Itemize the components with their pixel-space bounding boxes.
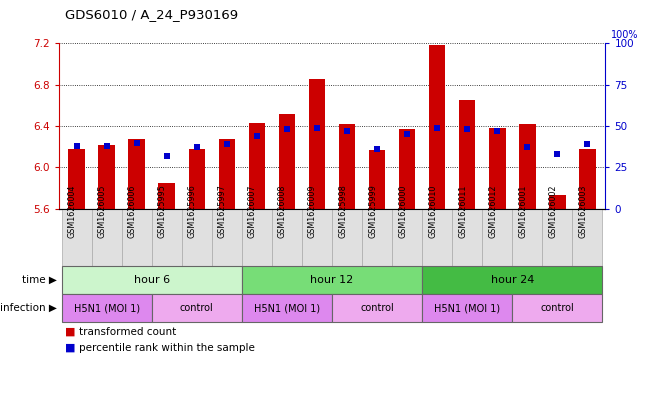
Text: GSM1626007: GSM1626007 (248, 185, 257, 238)
Text: percentile rank within the sample: percentile rank within the sample (79, 343, 255, 353)
Bar (332, 294, 422, 322)
Text: hour 6: hour 6 (133, 275, 170, 285)
Bar (62, 209, 92, 266)
Text: hour 12: hour 12 (311, 275, 353, 285)
Text: GSM1626000: GSM1626000 (398, 185, 407, 238)
Bar (369, 150, 385, 209)
Bar (242, 266, 422, 294)
Text: control: control (360, 303, 394, 313)
Text: GSM1626010: GSM1626010 (428, 185, 437, 238)
Text: GSM1625998: GSM1625998 (338, 185, 347, 239)
Bar (422, 209, 452, 266)
Bar (399, 129, 415, 209)
Bar (362, 209, 392, 266)
Bar (482, 209, 512, 266)
Bar (272, 209, 302, 266)
Bar (452, 209, 482, 266)
Text: ■: ■ (65, 343, 76, 353)
Bar (549, 195, 566, 209)
Text: GSM1626011: GSM1626011 (458, 185, 467, 238)
Bar (579, 149, 596, 209)
Bar (339, 124, 355, 209)
Bar (212, 209, 242, 266)
Bar (302, 209, 332, 266)
Text: transformed count: transformed count (79, 327, 176, 337)
Text: GSM1626008: GSM1626008 (278, 185, 287, 238)
Bar (489, 128, 506, 209)
Text: control: control (540, 303, 574, 313)
Bar (422, 294, 512, 322)
Text: GDS6010 / A_24_P930169: GDS6010 / A_24_P930169 (65, 8, 238, 21)
Text: GSM1626006: GSM1626006 (128, 185, 137, 238)
Bar (152, 294, 242, 322)
Text: GSM1625996: GSM1625996 (187, 185, 197, 239)
Bar (512, 209, 542, 266)
Text: infection ▶: infection ▶ (0, 303, 57, 313)
Text: GSM1626001: GSM1626001 (518, 185, 527, 238)
Bar (519, 124, 536, 209)
Text: time ▶: time ▶ (22, 275, 57, 285)
Bar (158, 183, 175, 209)
Text: H5N1 (MOI 1): H5N1 (MOI 1) (434, 303, 500, 313)
Text: H5N1 (MOI 1): H5N1 (MOI 1) (74, 303, 140, 313)
Bar (249, 123, 265, 209)
Bar (279, 114, 295, 209)
Text: GSM1626012: GSM1626012 (488, 185, 497, 238)
Text: ■: ■ (65, 327, 76, 337)
Bar (68, 149, 85, 209)
Text: H5N1 (MOI 1): H5N1 (MOI 1) (254, 303, 320, 313)
Bar (242, 294, 332, 322)
Text: GSM1625997: GSM1625997 (218, 185, 227, 239)
Bar (152, 209, 182, 266)
Bar (332, 209, 362, 266)
Bar (98, 145, 115, 209)
Text: GSM1626005: GSM1626005 (98, 185, 107, 238)
Bar (512, 294, 602, 322)
Bar (122, 209, 152, 266)
Text: 100%: 100% (611, 30, 639, 40)
Bar (542, 209, 572, 266)
Text: GSM1625995: GSM1625995 (158, 185, 167, 239)
Bar (242, 209, 272, 266)
Bar (422, 266, 602, 294)
Text: GSM1626009: GSM1626009 (308, 185, 317, 238)
Text: hour 24: hour 24 (491, 275, 534, 285)
Bar (219, 140, 235, 209)
Bar (62, 294, 152, 322)
Text: GSM1626004: GSM1626004 (68, 185, 77, 238)
Bar (92, 209, 122, 266)
Bar (459, 100, 475, 209)
Text: GSM1625999: GSM1625999 (368, 185, 377, 239)
Bar (182, 209, 212, 266)
Bar (62, 266, 242, 294)
Bar (392, 209, 422, 266)
Text: GSM1626003: GSM1626003 (578, 185, 587, 238)
Bar (309, 79, 326, 209)
Bar (189, 149, 205, 209)
Text: GSM1626002: GSM1626002 (548, 185, 557, 238)
Bar (128, 140, 145, 209)
Bar (429, 45, 445, 209)
Bar (572, 209, 602, 266)
Text: control: control (180, 303, 214, 313)
